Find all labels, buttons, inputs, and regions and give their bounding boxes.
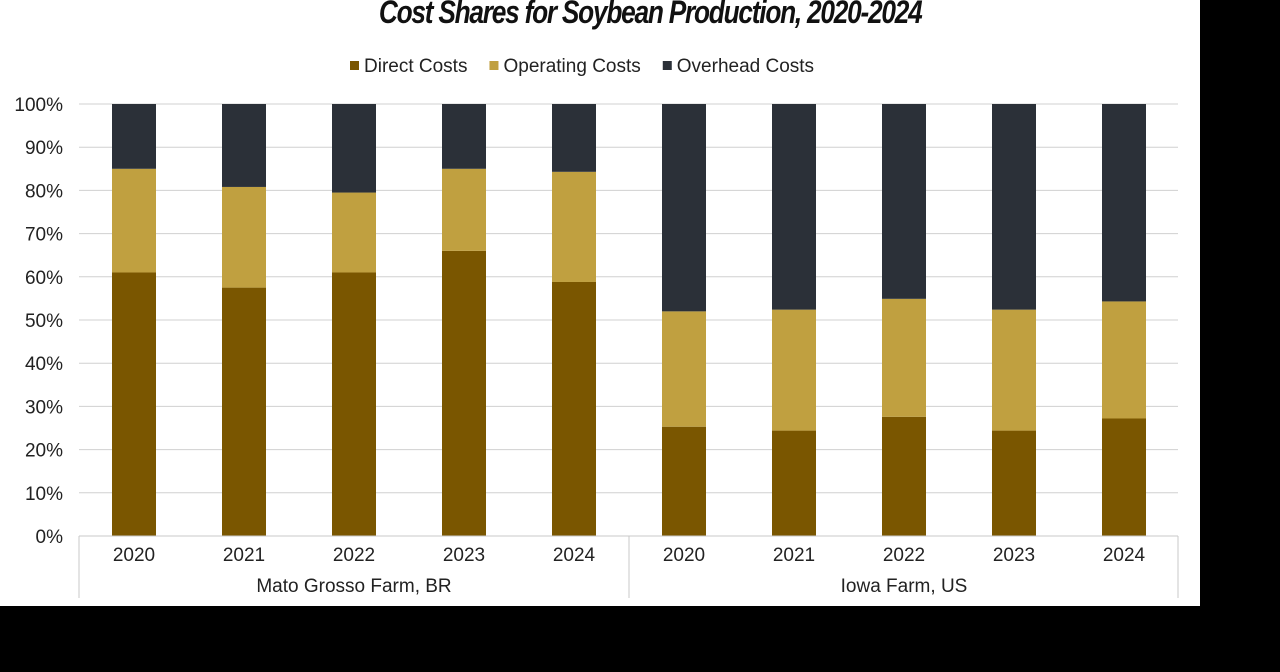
x-tick-label: 2024 (553, 545, 596, 566)
y-tick-label: 100% (14, 95, 63, 116)
y-tick-label: 40% (25, 354, 63, 375)
x-tick-label: 2021 (223, 545, 265, 566)
bar-segment-overhead-costs (772, 104, 816, 310)
bar-segment-direct-costs (772, 430, 816, 536)
x-tick-label: 2022 (333, 545, 375, 566)
x-tick-label: 2020 (663, 545, 705, 566)
bar-segment-operating-costs (882, 298, 926, 417)
chart-panel: Cost Shares for Soybean Production, 2020… (0, 0, 1200, 606)
x-tick-label: 2023 (993, 545, 1035, 566)
legend-label: Overhead Costs (677, 56, 814, 77)
x-tick-label: 2024 (1103, 545, 1146, 566)
bar-segment-direct-costs (552, 281, 596, 536)
bar-segment-operating-costs (662, 311, 706, 427)
bar-segment-operating-costs (772, 309, 816, 431)
bar-segment-direct-costs (882, 416, 926, 536)
bar-segment-operating-costs (992, 309, 1036, 431)
legend-label: Operating Costs (503, 56, 640, 77)
y-tick-label: 50% (25, 311, 63, 332)
y-tick-label: 80% (25, 181, 63, 202)
x-tick-label: 2023 (443, 545, 485, 566)
chart-title: Cost Shares for Soybean Production, 2020… (378, 0, 923, 30)
bar-segment-operating-costs (222, 186, 266, 288)
bar-segment-overhead-costs (332, 104, 376, 193)
bar-segment-direct-costs (442, 250, 486, 536)
y-tick-label: 60% (25, 268, 63, 289)
bar-segment-operating-costs (332, 192, 376, 273)
bar-segment-overhead-costs (992, 104, 1036, 310)
bar-segment-operating-costs (1102, 301, 1146, 419)
bar-segment-overhead-costs (662, 104, 706, 312)
bar-segment-overhead-costs (112, 104, 156, 169)
bar-segment-overhead-costs (442, 104, 486, 169)
group-label: Iowa Farm, US (841, 576, 968, 597)
bar-segment-overhead-costs (882, 104, 926, 299)
legend-swatch (489, 61, 499, 70)
bar-segment-operating-costs (442, 168, 486, 251)
bar-segment-direct-costs (1102, 418, 1146, 536)
bar-segment-overhead-costs (1102, 104, 1146, 302)
bar-segment-direct-costs (992, 430, 1036, 536)
y-tick-label: 70% (25, 225, 63, 246)
x-tick-label: 2021 (773, 545, 815, 566)
legend-swatch (350, 61, 359, 70)
bar-segment-operating-costs (552, 171, 596, 282)
y-tick-label: 0% (36, 527, 64, 548)
group-label: Mato Grosso Farm, BR (256, 576, 451, 597)
stacked-bar-chart: 0% 10% 20% 30% 40% 50% 60% 70% 80% 90% 100% Direct … (14, 56, 1179, 598)
legend-label: Direct Costs (364, 56, 467, 77)
bar-segment-direct-costs (332, 272, 376, 536)
y-tick-label: 90% (25, 138, 63, 159)
y-tick-label: 10% (25, 484, 63, 505)
bar-segment-direct-costs (222, 287, 266, 536)
bar-segment-operating-costs (112, 168, 156, 273)
bar-segment-direct-costs (662, 426, 706, 536)
y-tick-label: 20% (25, 441, 63, 462)
y-tick-label: 30% (25, 397, 63, 418)
bar-segment-direct-costs (112, 272, 156, 536)
bar-segment-overhead-costs (222, 104, 266, 187)
legend-swatch (662, 61, 672, 70)
x-tick-label: 2020 (113, 545, 155, 566)
x-tick-label: 2022 (883, 545, 925, 566)
bar-segment-overhead-costs (552, 104, 596, 172)
